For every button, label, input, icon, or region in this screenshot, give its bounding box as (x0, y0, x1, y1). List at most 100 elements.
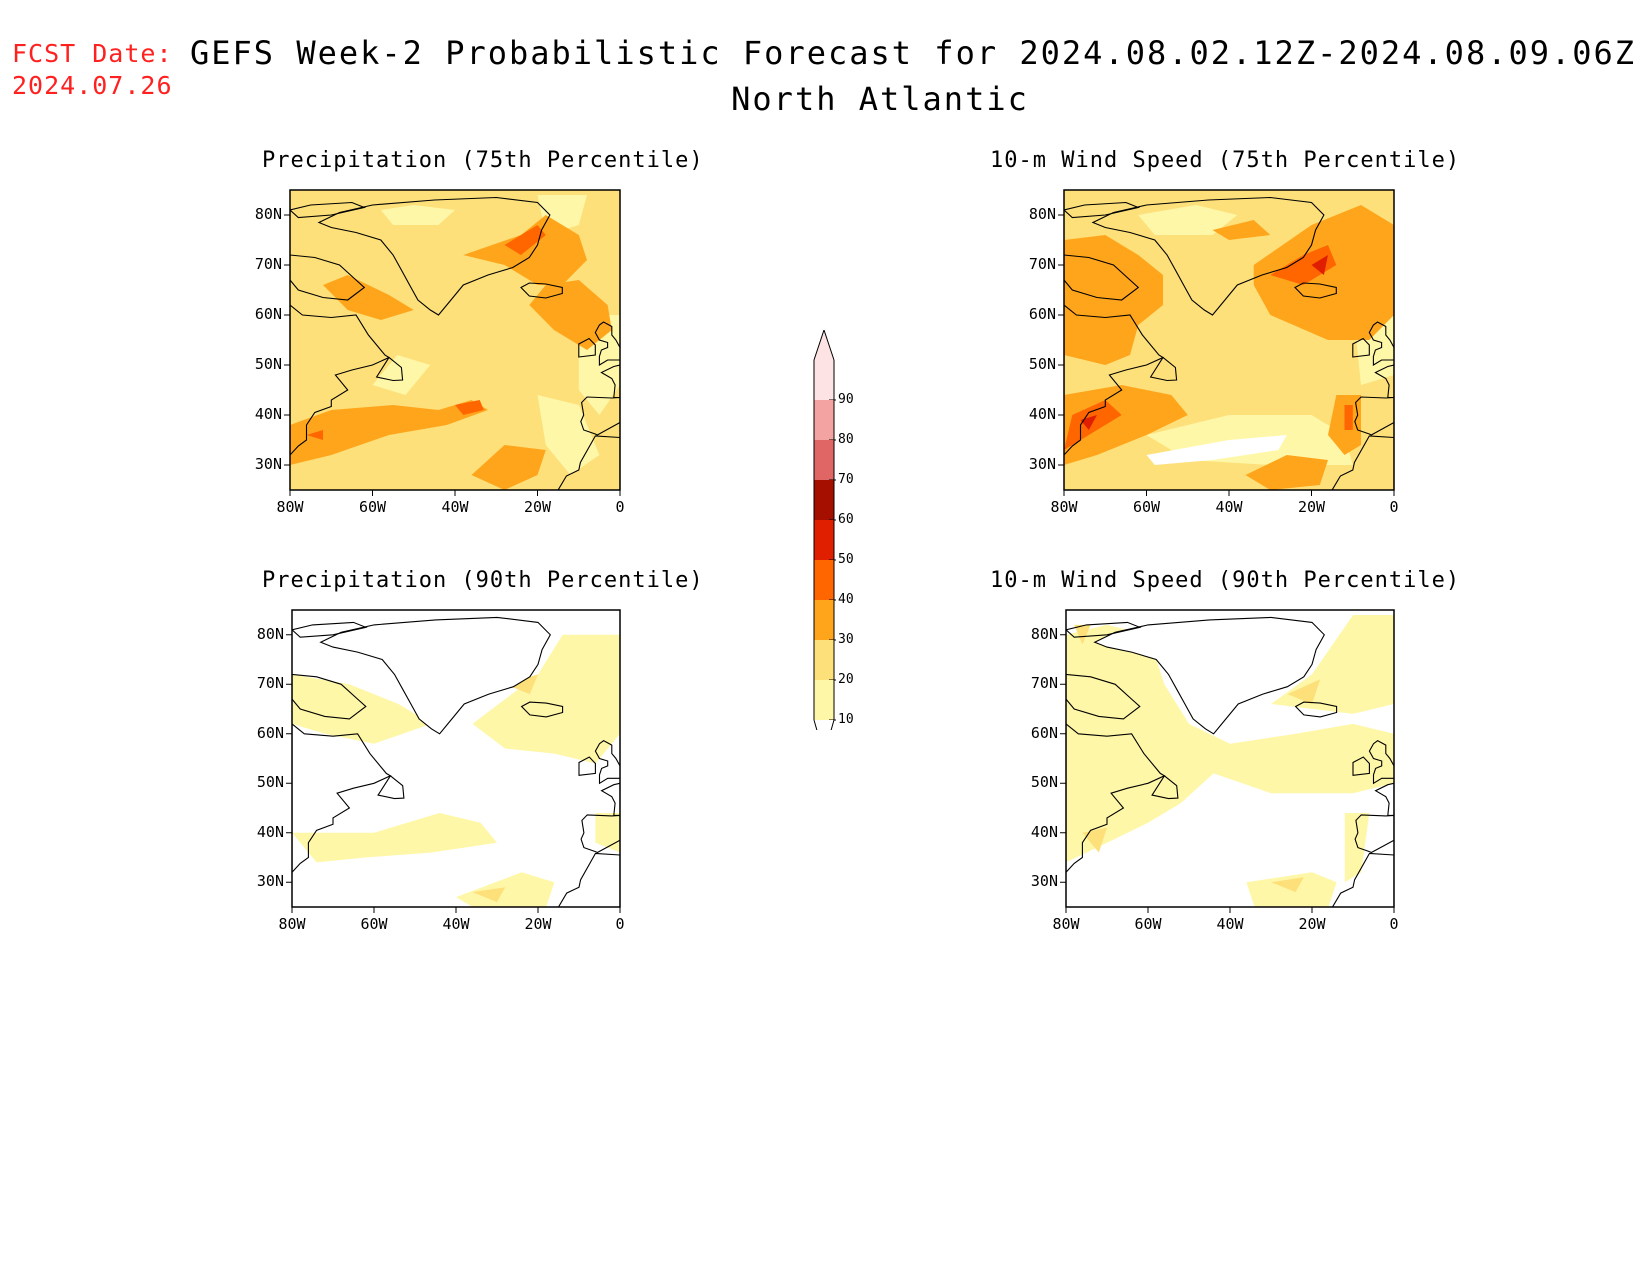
lat-label: 40N (254, 405, 282, 423)
lon-label: 40W (1215, 498, 1243, 516)
map-plot-2 (286, 609, 621, 913)
lon-label: 60W (1132, 498, 1161, 516)
lat-label: 40N (1028, 405, 1056, 423)
coastline-britain (1368, 740, 1394, 785)
map-precip-90 (286, 609, 621, 913)
lat-label: 70N (256, 674, 284, 693)
lon-label: 20W (1297, 498, 1326, 516)
title-line-2: North Atlantic (731, 80, 1029, 118)
probability-contour-fill (1066, 624, 1394, 863)
lat-label: 50N (1030, 773, 1058, 792)
lat-label: 50N (254, 355, 282, 373)
lat-label: 80N (1030, 624, 1058, 643)
probability-contour-fill (292, 813, 497, 863)
lat-label: 30N (1028, 455, 1056, 473)
coastline-newfoundland (1149, 356, 1178, 382)
lat-label: 70N (1030, 674, 1058, 693)
lat-label: 60N (256, 723, 284, 742)
probability-contour-fill (290, 400, 488, 465)
coastline-africa (1331, 852, 1394, 907)
colorbar-label: 80 (838, 432, 854, 447)
greenland-fill (320, 617, 551, 734)
panel-title-wind-75: 10-m Wind Speed (75th Percentile) (990, 148, 1461, 173)
lon-label: 40W (441, 498, 469, 516)
probability-contour-fill (472, 634, 620, 764)
probability-contour-fill (1344, 405, 1353, 430)
title-line-1: GEFS Week-2 Probabilistic Forecast for 2… (190, 34, 1637, 72)
probability-contour-fill (505, 674, 538, 695)
lat-label: 50N (1028, 355, 1056, 373)
panel-title-wind-90: 10-m Wind Speed (90th Percentile) (990, 568, 1461, 593)
coastline-france (600, 364, 620, 399)
colorbar-segment (814, 480, 834, 520)
lon-label: 0 (1389, 498, 1399, 516)
lat-label: 50N (256, 773, 284, 792)
lon-label: 20W (524, 915, 552, 933)
probability-contour-fill (529, 280, 612, 350)
coastline-iceland (520, 701, 564, 718)
probability-contour-fill (455, 400, 484, 415)
lon-label: 20W (1298, 915, 1326, 933)
probability-contour-fill (471, 445, 546, 490)
probability-contour-fill (306, 430, 323, 440)
coastline-greenland (317, 196, 551, 316)
lon-label: 80W (1052, 915, 1080, 933)
coastline-ireland (578, 337, 596, 358)
coastline-iceland (1294, 282, 1337, 299)
lat-label: 40N (1030, 822, 1058, 841)
coastline-north-america (1066, 723, 1166, 874)
probability-contour-fill (1138, 205, 1238, 235)
lat-label: 80N (1028, 205, 1056, 223)
coastline-ireland (1352, 756, 1370, 776)
probability-contour-fill (1311, 255, 1328, 275)
lon-label: 80W (276, 498, 304, 516)
coastline-iberia (1354, 396, 1394, 436)
map-wind-90 (1060, 609, 1395, 913)
probability-contour-fill (595, 813, 620, 853)
lon-label: 60W (1134, 915, 1162, 933)
colorbar-label: 20 (838, 672, 854, 687)
coastline-baffin (292, 673, 367, 720)
coastline-ellesmere (1066, 621, 1142, 638)
lat-label: 30N (254, 455, 282, 473)
lon-label: 0 (615, 915, 625, 933)
colorbar-label: 60 (838, 512, 854, 527)
coastline-iceland (520, 282, 563, 299)
colorbar-segment (814, 360, 834, 400)
probability-contour-fill (537, 395, 600, 475)
lat-label: 60N (254, 305, 282, 323)
colorbar (800, 328, 860, 757)
coastline-africa (1331, 435, 1394, 490)
coastline-iberia (580, 396, 620, 436)
lon-label: 80W (278, 915, 306, 933)
lon-label: 40W (1216, 915, 1244, 933)
colorbar-label: 70 (838, 472, 854, 487)
map-precip-75 (284, 189, 621, 496)
lon-label: 0 (615, 498, 625, 516)
coastline-britain (1368, 321, 1394, 366)
colorbar-label: 90 (838, 392, 854, 407)
probability-contour-fill (323, 275, 414, 320)
probability-contour-fill (456, 872, 555, 907)
colorbar-label: 40 (838, 592, 854, 607)
coastline-baffin (1066, 673, 1141, 720)
lat-label: 30N (1030, 872, 1058, 891)
colorbar-segment (814, 520, 834, 560)
lon-label: 0 (1389, 915, 1399, 933)
colorbar-label: 10 (838, 712, 854, 727)
coastline-greenland (1093, 616, 1325, 735)
coastline-baffin (1064, 254, 1140, 301)
lat-label: 60N (1028, 305, 1056, 323)
coastline-france (1374, 782, 1394, 816)
panel-title-precip-75: Precipitation (75th Percentile) (262, 148, 704, 173)
coastline-africa (557, 435, 620, 490)
probability-contour-fill (1271, 877, 1304, 893)
probability-contour-fill (1270, 245, 1337, 285)
coastline-iberia (1354, 814, 1394, 854)
panel-title-precip-90: Precipitation (90th Percentile) (262, 568, 704, 593)
probability-contour-fill (1212, 220, 1271, 240)
lon-label: 40W (442, 915, 470, 933)
lat-label: 60N (1030, 723, 1058, 742)
colorbar-segment (814, 440, 834, 480)
probability-contour-fill (1064, 400, 1122, 450)
